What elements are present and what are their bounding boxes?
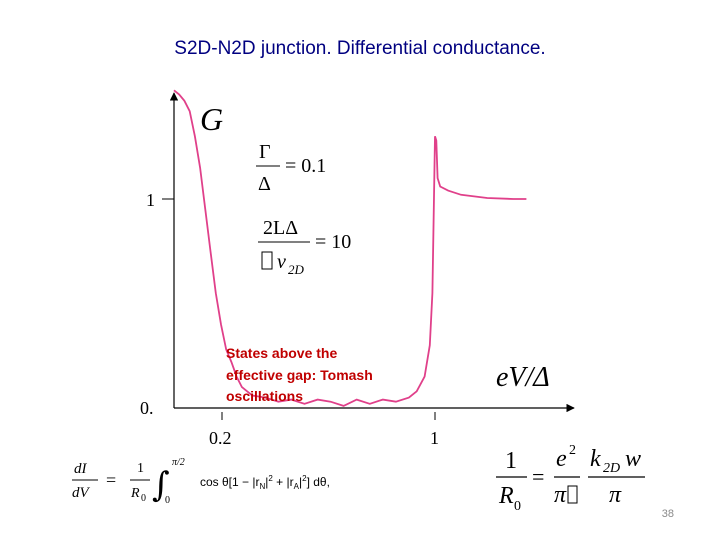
length-ratio-formula: 2LΔ v 2D = 10 <box>258 217 351 277</box>
k-numerator-sub: 2D <box>603 461 620 476</box>
e-squared: e <box>556 446 567 472</box>
y-axis-label: G <box>200 101 223 137</box>
y-tick-label-1: 1 <box>146 190 155 210</box>
integral-upper: π/2 <box>172 457 185 468</box>
coef-denominator-sub: 0 <box>141 493 146 504</box>
coef-denominator: R <box>130 486 140 501</box>
length-numerator: 2LΔ <box>263 217 298 239</box>
pi-denominator: π <box>554 482 567 508</box>
r0-denominator-sub: 0 <box>514 499 521 514</box>
x-axis-label: eV/Δ <box>496 362 550 393</box>
length-denominator: v <box>277 251 286 273</box>
coef-numerator: 1 <box>137 461 144 476</box>
slide-number: 38 <box>661 508 674 520</box>
w-numerator: w <box>625 446 641 472</box>
slide-title: S2D-N2D junction. Differential conductan… <box>174 38 546 59</box>
gamma-value: = 0.1 <box>285 155 326 177</box>
e-squared-sup: 2 <box>569 443 576 458</box>
pi-denominator-2: π <box>609 482 622 508</box>
integral-lower: 0 <box>165 495 170 506</box>
conductance-formula: dI dV = 1 R 0 ∫ π/2 0 cos θ[1 − |rN|2 + … <box>72 457 330 506</box>
length-denominator-sub: 2D <box>288 262 305 277</box>
integrand: cos θ[1 − |rN|2 + |rA|2] dθ, <box>200 474 330 491</box>
gamma-numerator: Γ <box>259 141 271 163</box>
gamma-ratio-formula: Γ Δ = 0.1 <box>256 141 326 195</box>
r0-equals: = <box>532 464 544 489</box>
k-numerator: k <box>590 446 601 472</box>
r0-numerator: 1 <box>505 448 517 474</box>
x-tick-label-1: 1 <box>430 428 439 448</box>
resistance-formula: 1 R 0 = e 2 π k 2D w π <box>496 443 645 514</box>
missing-glyph-box-2 <box>567 485 578 504</box>
dV-denominator: dV <box>72 485 91 501</box>
x-tick-label-0.2: 0.2 <box>209 428 232 448</box>
length-value: = 10 <box>315 231 351 253</box>
y-tick-label-0: 0. <box>140 398 154 418</box>
tomash-annotation: States above the effective gap: Tomash o… <box>226 345 377 404</box>
r0-denominator: R <box>498 483 514 509</box>
dI-numerator: dI <box>74 461 88 477</box>
equals-sign: = <box>106 470 116 490</box>
conductance-curve <box>173 89 527 407</box>
integral-sign: ∫ <box>152 465 170 505</box>
missing-glyph-box <box>261 251 273 270</box>
gamma-denominator: Δ <box>258 173 271 195</box>
